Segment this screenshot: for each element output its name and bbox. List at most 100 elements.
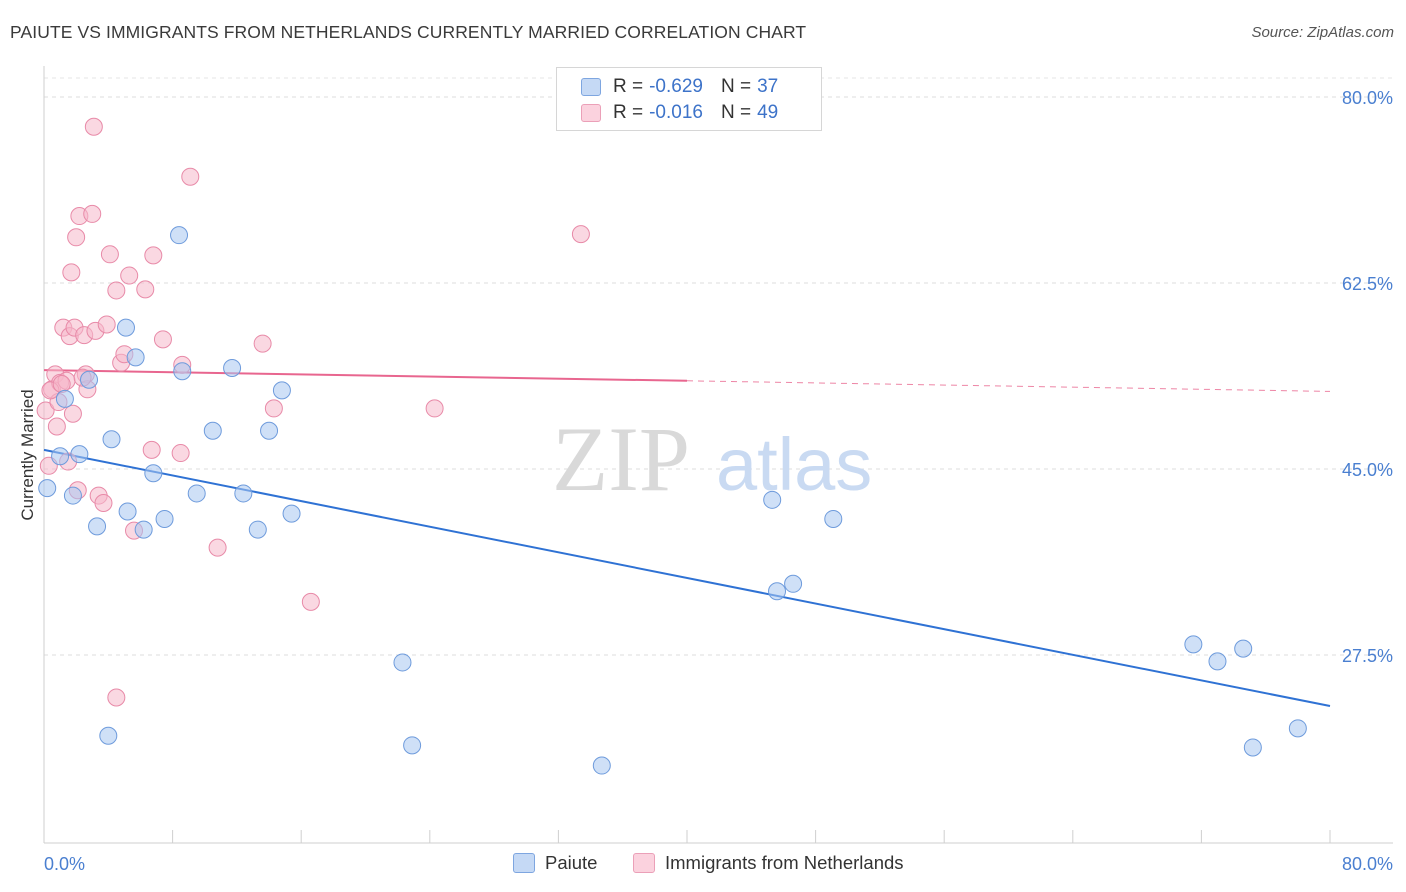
paiute-point [134, 520, 153, 539]
legend-box: R = -0.629 N = 37 R = -0.016 N = 49 [556, 67, 822, 131]
y-tick-label: 45.0% [1342, 460, 1393, 480]
paiute-point [126, 348, 145, 367]
bottom-legend-netherlands: Immigrants from Netherlands [633, 852, 904, 874]
paiute-point [1243, 738, 1262, 757]
x-tick-label-max: 80.0% [1342, 854, 1393, 874]
netherlands-point [208, 538, 227, 557]
bottom-legend-swatch-netherlands [633, 853, 655, 873]
bottom-legend-paiute: Paiute [513, 852, 597, 874]
paiute-point [203, 421, 222, 440]
paiute-point [223, 359, 242, 378]
paiute-point [70, 445, 89, 464]
paiute-point [51, 447, 70, 466]
legend-row-netherlands: R = -0.016 N = 49 [581, 101, 778, 125]
paiute-point [155, 509, 174, 528]
paiute-point [88, 517, 107, 536]
netherlands-point [253, 334, 272, 353]
paiute-point [1288, 719, 1307, 738]
x-tick-labels: 0.0% 80.0% [44, 854, 1393, 874]
netherlands-trend-line [43, 369, 688, 382]
y-axis-label: Currently Married [18, 389, 37, 520]
netherlands-point [84, 117, 103, 136]
paiute-point [1208, 652, 1227, 671]
x-tick-label-min: 0.0% [44, 854, 85, 874]
paiute-point [403, 736, 422, 755]
legend-row-paiute: R = -0.629 N = 37 [581, 75, 778, 99]
y-tick-label: 80.0% [1342, 88, 1393, 108]
y-tick-label: 27.5% [1342, 646, 1393, 666]
legend-r-value: -0.016 [649, 102, 703, 123]
legend-n-label: N = [720, 102, 752, 123]
paiute-point [1184, 635, 1203, 654]
bottom-legend-label-netherlands: Immigrants from Netherlands [665, 852, 904, 873]
source-label: Source: ZipAtlas.com [1251, 24, 1394, 41]
legend-swatch-paiute [581, 78, 601, 96]
paiute-point [55, 389, 74, 408]
paiute-point [592, 756, 611, 775]
netherlands-point [181, 167, 200, 186]
paiute-point [63, 486, 82, 505]
legend-r-value: -0.629 [649, 76, 703, 97]
paiute-point [282, 504, 301, 523]
legend-r-label: R = [613, 102, 644, 123]
netherlands-point [120, 266, 139, 285]
paiute-point [144, 464, 163, 483]
netherlands-point [171, 444, 190, 463]
netherlands-point [52, 374, 71, 393]
paiute-point [260, 421, 279, 440]
paiute-point [99, 726, 118, 745]
netherlands-point [83, 204, 102, 223]
paiute-point [393, 653, 412, 672]
netherlands-point [136, 280, 155, 299]
netherlands-point [63, 404, 82, 423]
netherlands-point [144, 246, 163, 265]
paiute-point [116, 318, 135, 337]
netherlands-point [62, 263, 81, 282]
watermark: ZIP atlas [552, 408, 872, 510]
series-paiute-points [38, 226, 1307, 775]
bottom-legend-swatch-paiute [513, 853, 535, 873]
netherlands-point [94, 494, 113, 513]
netherlands-point [107, 688, 126, 707]
netherlands-point [97, 315, 116, 334]
paiute-point [768, 582, 787, 601]
netherlands-point [67, 228, 86, 247]
trend-lines [43, 369, 1331, 707]
legend-swatch-netherlands [581, 104, 601, 122]
axes [43, 66, 1393, 844]
netherlands-point [264, 399, 283, 418]
paiute-point [824, 509, 843, 528]
legend-r-label: R = [613, 76, 644, 97]
netherlands-point [153, 330, 172, 349]
netherlands-point [100, 245, 119, 264]
watermark-atlas: atlas [716, 423, 872, 506]
y-tick-labels: 27.5% 45.0% 62.5% 80.0% [1342, 88, 1393, 666]
paiute-point [80, 370, 99, 389]
legend-n-value: 49 [757, 102, 779, 123]
netherlands-point [571, 225, 590, 244]
netherlands-point [47, 417, 66, 436]
paiute-point [170, 226, 189, 245]
bottom-legend-label-paiute: Paiute [545, 852, 598, 873]
gridlines [44, 77, 1393, 656]
paiute-point [118, 502, 137, 521]
netherlands-point [301, 592, 320, 611]
legend-n-label: N = [720, 76, 752, 97]
paiute-point [784, 574, 803, 593]
chart-title: PAIUTE VS IMMIGRANTS FROM NETHERLANDS CU… [10, 22, 807, 42]
paiute-point [173, 362, 192, 381]
netherlands-trend-extension [686, 380, 1331, 392]
paiute-point [102, 430, 121, 449]
watermark-zip: ZIP [552, 408, 690, 510]
paiute-point [234, 484, 253, 503]
legend-n-value: 37 [757, 76, 779, 97]
paiute-point [1234, 639, 1253, 658]
paiute-trend-line [43, 448, 1331, 707]
y-tick-label: 62.5% [1342, 274, 1393, 294]
paiute-point [38, 479, 57, 498]
netherlands-point [107, 281, 126, 300]
paiute-point [248, 520, 267, 539]
netherlands-point [142, 440, 161, 459]
netherlands-point [36, 401, 55, 420]
